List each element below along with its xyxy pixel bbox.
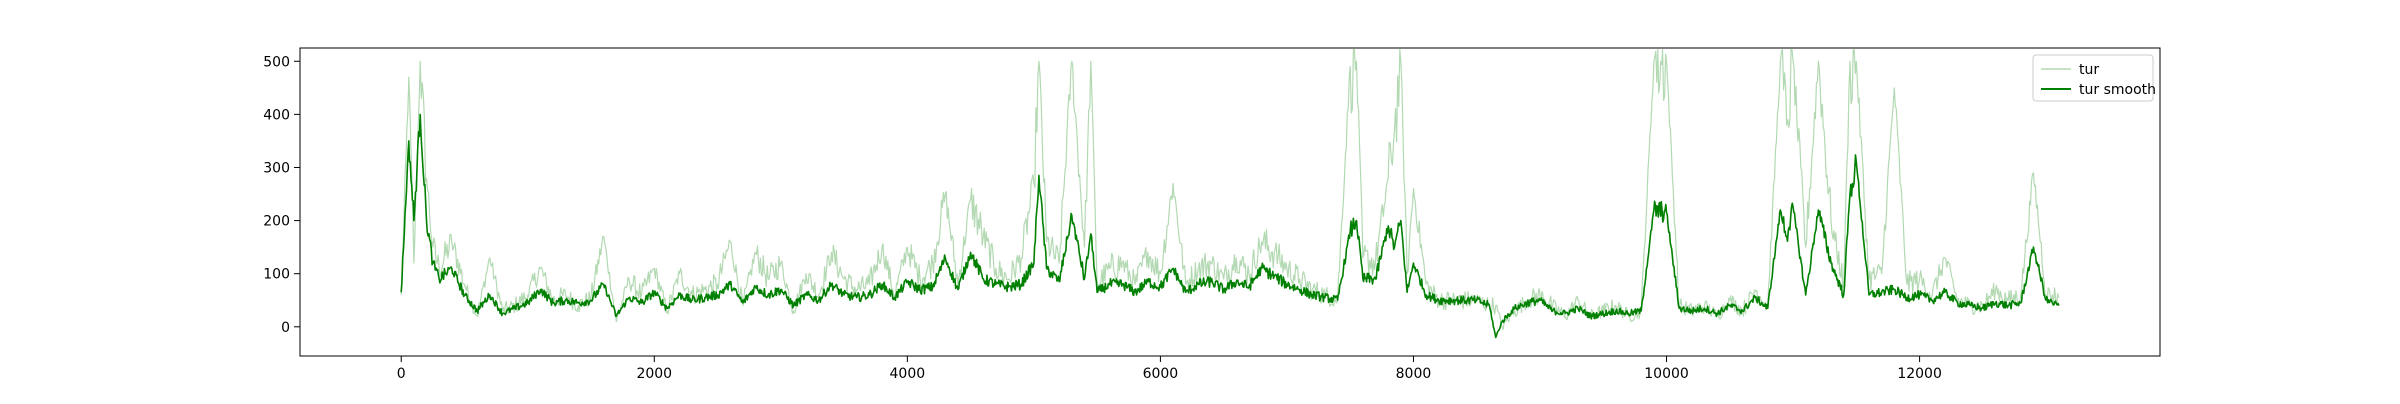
y-tick-label: 100 xyxy=(263,267,290,283)
legend: tur tur smooth xyxy=(2032,54,2156,102)
y-axis: 0 100 200 300 400 500 xyxy=(263,54,300,336)
y-tick-label: 300 xyxy=(263,160,290,176)
plot-frame xyxy=(299,47,2161,357)
x-tick-label: 8000 xyxy=(1396,366,1432,382)
series-layer xyxy=(400,49,2060,339)
x-axis: 0 2000 4000 6000 8000 10000 12000 xyxy=(397,356,1942,382)
legend-label-2: tur smooth xyxy=(2079,82,2156,98)
x-tick-label: 4000 xyxy=(890,366,926,382)
x-tick-label: 6000 xyxy=(1143,366,1179,382)
y-tick-label: 400 xyxy=(263,107,290,123)
y-tick-label: 500 xyxy=(263,54,290,70)
x-tick-label: 12000 xyxy=(1897,366,1942,382)
series-line-1 xyxy=(400,49,2060,331)
x-tick-label: 10000 xyxy=(1644,366,1689,382)
legend-label-1: tur xyxy=(2079,62,2099,78)
x-tick-label: 0 xyxy=(397,366,406,382)
x-tick-label: 2000 xyxy=(636,366,672,382)
series-line-2 xyxy=(400,113,2060,339)
y-tick-label: 0 xyxy=(281,320,290,336)
y-tick-label: 200 xyxy=(263,214,290,230)
